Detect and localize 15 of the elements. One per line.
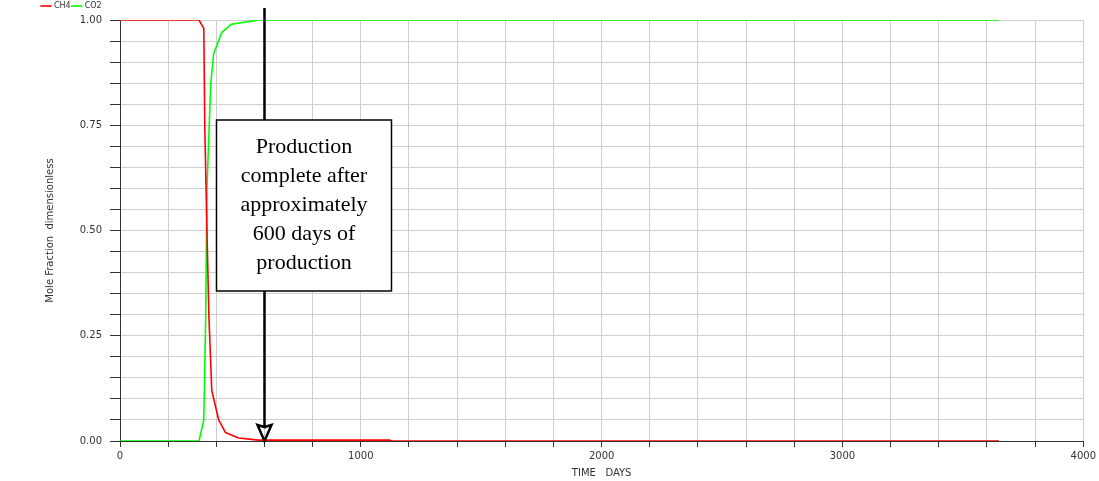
- y-tick-label: 1.00: [79, 13, 102, 25]
- x-tick-label: 1000: [348, 449, 374, 461]
- x-tick-label: 2000: [588, 449, 615, 461]
- y-axis-title: Mole Fraction dimensionless: [43, 158, 55, 303]
- x-tick-label: 0: [116, 449, 124, 461]
- y-tick-label: 0.00: [79, 434, 102, 446]
- x-tick-label: 4000: [1070, 449, 1096, 461]
- ref-line-label: Production complete after approximately 600 days of production: [240, 133, 368, 275]
- legend-label: CH4: [54, 1, 71, 11]
- x-tick-label: 3000: [829, 449, 856, 461]
- x-axis-title: TIME DAYS: [570, 466, 632, 478]
- legend-label: CO2: [84, 1, 102, 11]
- y-tick-label: 0.25: [79, 329, 102, 341]
- y-tick-label: 0.75: [79, 118, 102, 130]
- y-tick-label: 0.50: [79, 224, 102, 236]
